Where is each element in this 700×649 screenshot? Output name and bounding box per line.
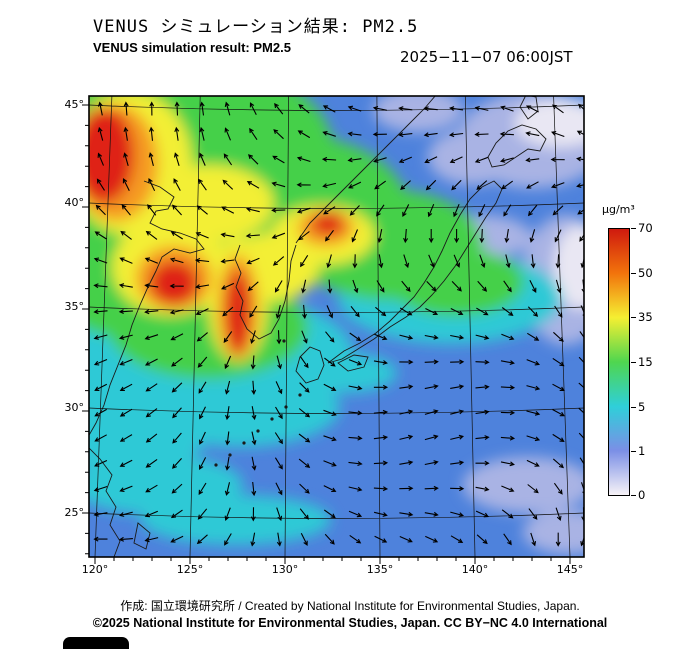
colorbar-tick-label-15: 15 <box>638 355 653 369</box>
lon-tick-label-125: 125° <box>176 563 204 576</box>
colorbar-tickmark <box>631 228 636 229</box>
lat-tick-label-35: 35° <box>64 300 85 313</box>
colorbar-tickmark <box>631 407 636 408</box>
lat-tick-label-30: 30° <box>64 401 85 414</box>
colorbar-tick-label-70: 70 <box>638 221 653 235</box>
page-title-japanese: VENUS シミュレーション結果: PM2.5 <box>93 17 419 37</box>
colorbar-tick-label-35: 35 <box>638 310 653 324</box>
credit-line: 作成: 国立環境研究所 / Created by National Instit… <box>120 599 580 613</box>
graticule-grid <box>89 96 584 557</box>
colorbar-tickmark <box>631 451 636 452</box>
lat-tick-label-25: 25° <box>64 506 85 519</box>
coastline-taiwan <box>133 522 151 550</box>
lon-tick-label-120: 120° <box>81 563 109 576</box>
axis-tick-marks <box>82 104 571 564</box>
coastline-primorye <box>295 96 436 244</box>
page-title-english: VENUS simulation result: PM2.5 <box>93 40 291 55</box>
lon-tick-label-135: 135° <box>366 563 394 576</box>
colorbar-unit-label: μg/m³ <box>602 203 635 216</box>
colorbar-tickmark <box>631 362 636 363</box>
colorbar-tickmark <box>631 273 636 274</box>
lat-tick-label-45: 45° <box>64 98 85 111</box>
colorbar-tick-label-5: 5 <box>638 400 646 414</box>
valid-time-label: 2025−11−07 06:00JST <box>400 48 573 66</box>
pm25-heatmap-blobs <box>89 96 584 554</box>
colorbar-tickmark <box>631 317 636 318</box>
coastlines <box>89 96 547 557</box>
colorbar-tick-label-0: 0 <box>638 488 646 502</box>
license-line: ©2025 National Institute for Environment… <box>92 616 608 630</box>
coastline-honshu <box>327 180 503 364</box>
lon-tick-label-145: 145° <box>556 563 584 576</box>
colorbar-tick-label-50: 50 <box>638 266 653 280</box>
coastline-kyushu <box>295 346 325 384</box>
colorbar-tickmark <box>631 495 636 496</box>
ryukyu-islands <box>214 339 302 467</box>
lon-tick-label-130: 130° <box>271 563 299 576</box>
coastline-korea <box>234 244 297 340</box>
coastline-shikoku <box>337 354 369 372</box>
colorbar-tick-label-1: 1 <box>638 444 646 458</box>
colorbar-gradient <box>608 228 630 496</box>
coastline-china <box>89 180 205 437</box>
coastline-hokkaido <box>487 124 547 168</box>
map-frame <box>88 95 585 558</box>
coastline-south-china <box>89 447 121 557</box>
wind-vector-arrows <box>93 101 584 547</box>
pm25-concentration-map <box>82 95 585 564</box>
lat-tick-label-40: 40° <box>64 196 85 209</box>
bottom-left-black-bar <box>63 637 129 649</box>
lon-tick-label-140: 140° <box>461 563 489 576</box>
